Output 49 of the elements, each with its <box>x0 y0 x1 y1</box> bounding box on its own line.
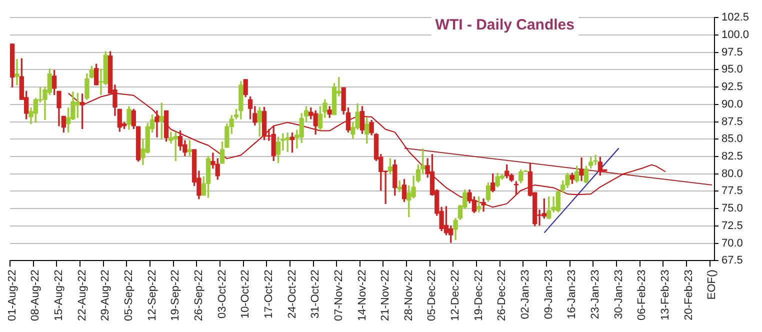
y-tick-label: 87.5 <box>721 116 743 128</box>
x-tick-label: 13-Feb-23 <box>660 270 672 320</box>
y-tick-label: 82.5 <box>721 150 743 163</box>
x-tick-label: 28-Nov-22 <box>402 270 415 321</box>
x-tick-label: 26-Sep-22 <box>192 270 205 322</box>
x-tick-label: 10-Oct-22 <box>240 270 252 319</box>
y-tick-label: 77.5 <box>721 185 743 198</box>
x-tick-label: 20-Feb-23 <box>682 270 695 320</box>
x-tick-label: 22-Aug-22 <box>76 270 88 322</box>
candlestick <box>14 58 20 86</box>
y-tick-label: 75.0 <box>721 202 743 215</box>
x-tick-label: EOF() <box>706 270 718 300</box>
y-tick-label: 95.0 <box>721 64 743 76</box>
y-tick-label: 72.5 <box>721 220 743 232</box>
y-tick-label: 70.0 <box>721 237 743 250</box>
x-tick-label: 15-Aug-22 <box>53 270 66 322</box>
x-tick-label: 23-Jan-23 <box>590 270 602 320</box>
y-tick-label: 85.0 <box>721 133 743 146</box>
x-tick-label: 12-Sep-22 <box>146 270 158 322</box>
x-tick-label: 24-Oct-22 <box>286 270 298 319</box>
x-tick-label: 14-Nov-22 <box>356 270 368 321</box>
x-tick-label: 05-Sep-22 <box>123 270 135 322</box>
x-tick-label: 16-Jan-23 <box>566 270 578 320</box>
x-tick-label: 30-Jan-23 <box>612 270 625 320</box>
x-tick-label: 01-Aug-22 <box>6 270 18 322</box>
x-tick-label: 09-Jan-23 <box>542 270 555 320</box>
y-tick-label: 102.5 <box>721 12 750 24</box>
x-tick-label: 31-Oct-22 <box>310 270 322 319</box>
x-tick-label: 12-Dec-22 <box>450 270 462 321</box>
x-tick-label: 06-Feb-23 <box>636 270 648 320</box>
x-tick-label: 08-Aug-22 <box>30 270 42 322</box>
x-tick-label: 21-Nov-22 <box>380 270 392 321</box>
y-tick-label: 80.0 <box>721 168 743 180</box>
y-tick-label: 97.5 <box>721 46 743 58</box>
x-tick-label: 03-Oct-22 <box>216 270 228 319</box>
y-tick-label: 90.0 <box>721 98 743 110</box>
y-tick-label: 100.0 <box>721 28 750 41</box>
x-tick-label: 19-Sep-22 <box>170 270 182 322</box>
y-tick-label: 92.5 <box>721 81 743 94</box>
x-tick-label: 07-Nov-22 <box>332 270 345 321</box>
x-tick-label: 05-Dec-22 <box>426 270 438 321</box>
y-tick-label: 67.5 <box>721 254 743 267</box>
x-tick-label: 02-Jan-23 <box>520 270 532 320</box>
x-tick-label: 26-Dec-22 <box>496 270 508 321</box>
x-tick-label: 19-Dec-22 <box>472 270 485 321</box>
candlestick <box>154 110 160 138</box>
x-tick-label: 29-Aug-22 <box>100 270 112 322</box>
chart-title: WTI - Daily Candles <box>435 16 574 34</box>
x-tick-label: 17-Oct-22 <box>262 270 275 319</box>
